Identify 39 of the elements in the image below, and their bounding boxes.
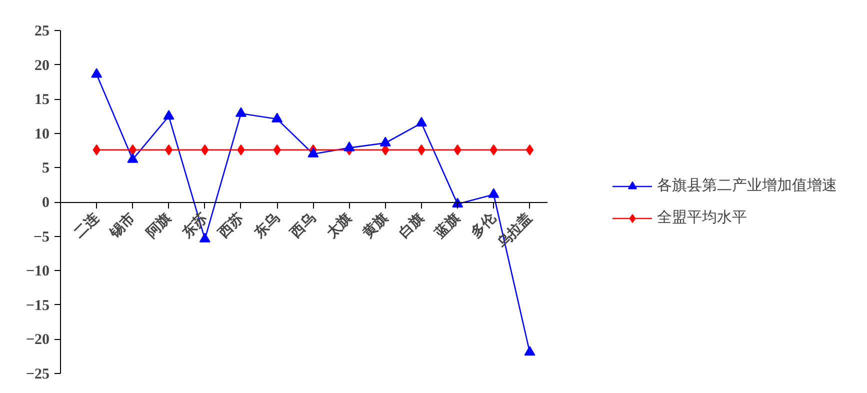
- point: [380, 136, 391, 146]
- x-tick-label: 西乌: [287, 210, 319, 242]
- point: [308, 148, 319, 158]
- point: [235, 107, 246, 117]
- x-tick-label: 锡市: [106, 210, 138, 242]
- point: [416, 116, 427, 126]
- x-tick-label: 东乌: [250, 210, 283, 242]
- point: [163, 110, 174, 120]
- y-tick-label: −15: [26, 298, 50, 314]
- point: [164, 144, 173, 156]
- y-tick-label: 5: [42, 160, 50, 177]
- x-tick-label: 阿旗: [143, 210, 174, 242]
- y-tick-label: −20: [26, 332, 50, 348]
- y-tick-label: 10: [34, 126, 50, 142]
- point: [524, 346, 536, 356]
- y-tick-label: 25: [34, 24, 50, 40]
- point: [128, 144, 137, 156]
- point: [344, 142, 355, 152]
- x-tick-label: 东苏: [178, 210, 211, 242]
- point: [91, 68, 102, 78]
- x-tick-label: 蓝旗: [431, 210, 464, 242]
- point: [199, 232, 210, 242]
- legend-label: 各旗县第二产业增加值增速: [657, 176, 837, 195]
- x-tick-label: 太旗: [323, 210, 355, 242]
- point: [127, 153, 138, 163]
- x-tick-label: 白旗: [396, 210, 428, 242]
- y-tick-label: −5: [33, 229, 50, 246]
- x-tick-label: 西苏: [214, 210, 247, 242]
- y-tick-label: 0: [42, 195, 50, 211]
- point: [488, 188, 500, 198]
- y-tick-label: −10: [26, 264, 50, 280]
- legend-label: 全盟平均水平: [657, 208, 747, 227]
- x-tick-label: 二连: [71, 210, 103, 242]
- y-tick-label: −25: [26, 366, 50, 382]
- point: [526, 144, 534, 156]
- x-tick-label: 黄旗: [359, 210, 392, 242]
- y-tick-label: 15: [34, 92, 50, 108]
- y-tick-label: 20: [34, 58, 50, 74]
- point: [272, 112, 283, 122]
